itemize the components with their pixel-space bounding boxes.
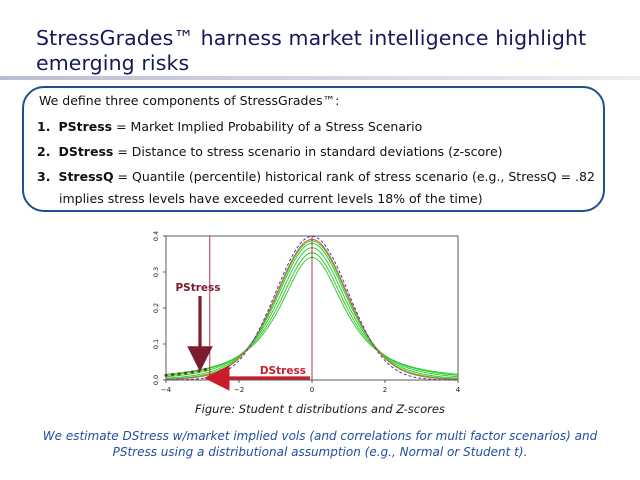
distribution-figure: −4 −2 0 2 4 0.0 0.1 0.2 0.3 0.4 PStress DStress — [140, 228, 470, 403]
tail-marker — [190, 370, 194, 374]
callout-intro: We define three components of StressGrad… — [39, 93, 340, 108]
y-tick-label: 0.3 — [152, 267, 160, 277]
definitions-callout: We define three components of StressGrad… — [22, 86, 605, 212]
definition-item-stressq: 3. StressQ = Quantile (percentile) histor… — [37, 169, 595, 185]
tail-marker — [177, 372, 181, 376]
x-tick-label: −4 — [161, 386, 172, 394]
item-number: 2. — [37, 144, 51, 159]
series-curve — [165, 235, 459, 381]
annotation-group: PStress DStress — [164, 236, 313, 391]
figure-caption: Figure: Student t distributions and Z-sc… — [195, 402, 445, 416]
y-tick-label: 0.2 — [152, 303, 160, 313]
dstress-label: DStress — [260, 365, 306, 377]
definition-item-dstress: 2. DStress = Distance to stress scenario … — [37, 144, 503, 160]
axis-ticks: −4 −2 0 2 4 0.0 0.1 0.2 0.3 0.4 — [152, 231, 461, 394]
x-tick-label: 2 — [383, 386, 387, 394]
x-tick-label: −2 — [234, 386, 244, 394]
tail-marker — [184, 371, 188, 375]
title-divider — [0, 76, 640, 80]
tail-marker — [164, 373, 168, 377]
y-tick-label: 0.0 — [152, 375, 160, 385]
item-definition: = Distance to stress scenario in standar… — [113, 144, 503, 159]
item-definition: = Quantile (percentile) historical rank … — [113, 169, 595, 184]
item-number: 3. — [37, 169, 51, 184]
tail-marker — [170, 373, 175, 377]
item-definition: = Market Implied Probability of a Stress… — [112, 119, 423, 134]
footer-note: We estimate DStress w/market implied vol… — [42, 429, 598, 459]
item-term: DStress — [58, 144, 114, 159]
item-number: 1. — [37, 119, 51, 134]
item-term: PStress — [58, 119, 113, 134]
definition-item-pstress: 1. PStress = Market Implied Probability o… — [37, 119, 422, 135]
y-tick-label: 0.4 — [152, 231, 160, 241]
tail-marker — [197, 369, 201, 373]
x-tick-label: 0 — [310, 386, 314, 394]
tail-marker — [203, 367, 208, 372]
pstress-label: PStress — [175, 282, 220, 294]
item-term: StressQ — [58, 169, 114, 184]
y-tick-label: 0.1 — [152, 339, 160, 349]
distribution-chart: −4 −2 0 2 4 0.0 0.1 0.2 0.3 0.4 PStress DStress — [152, 231, 461, 394]
x-tick-label: 4 — [456, 386, 461, 394]
slide-title: StressGrades™ harness market intelligenc… — [36, 26, 587, 75]
definition-item-stressq-continuation: implies stress levels have exceeded curr… — [59, 191, 483, 206]
